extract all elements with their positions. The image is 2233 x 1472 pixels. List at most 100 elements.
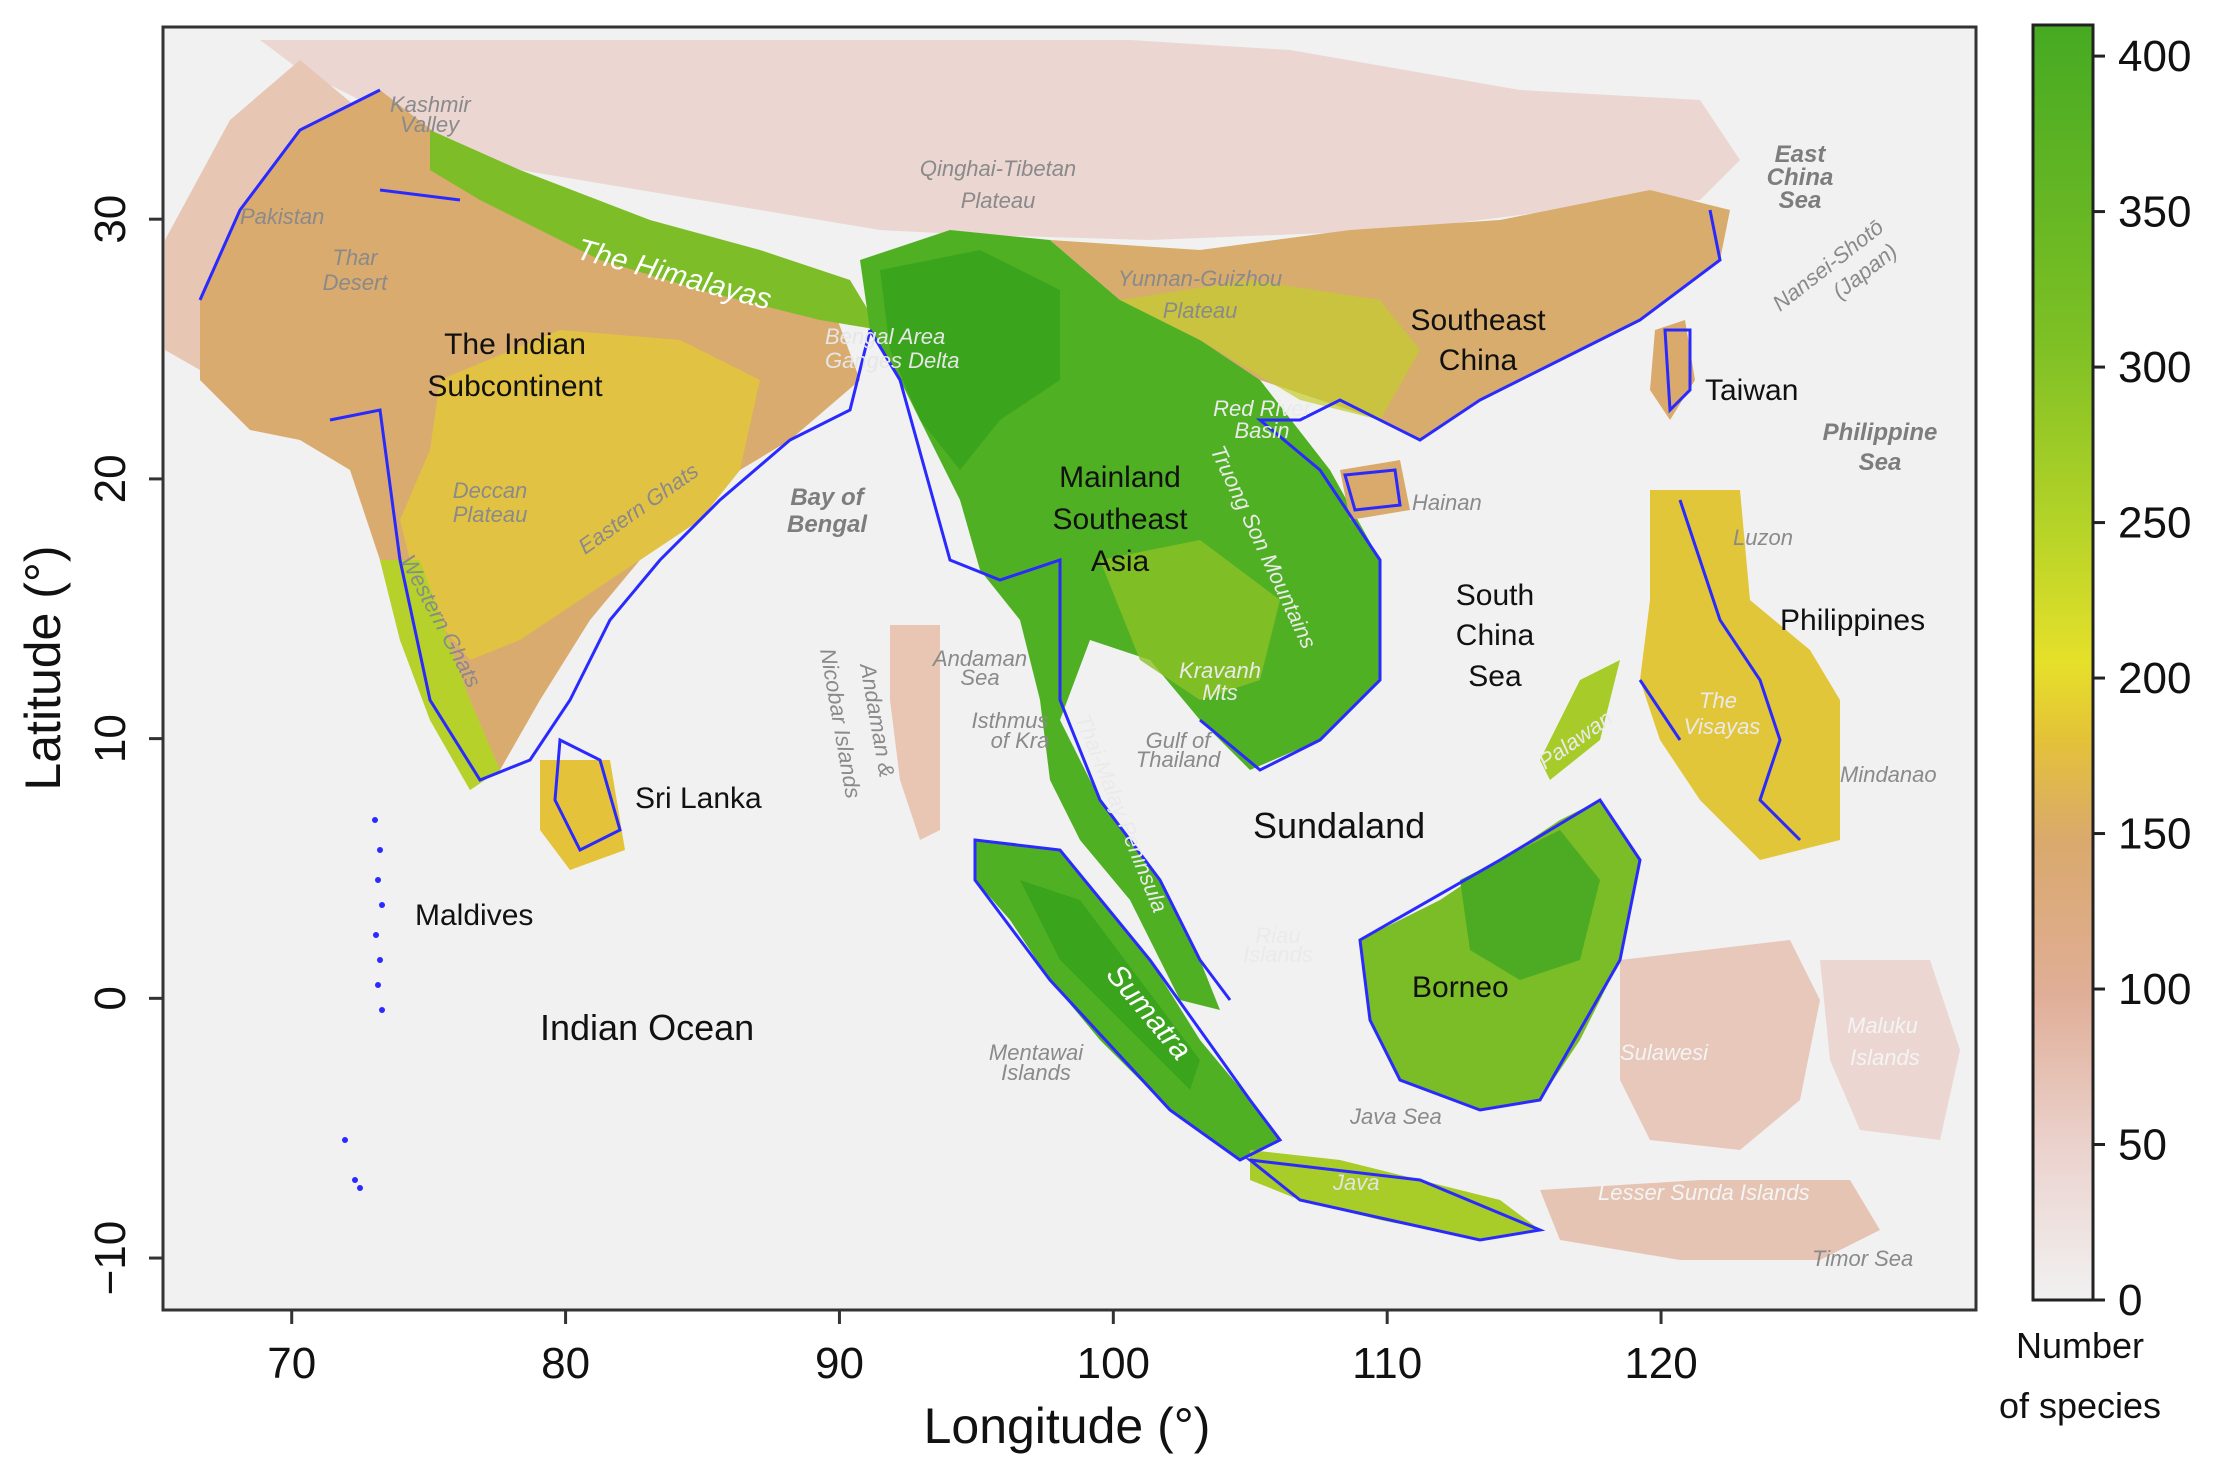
label-mainland-se-asia-2: Southeast [1052,503,1188,536]
china-yellow-belt [1120,280,1420,420]
coastline-java [1244,1157,1546,1242]
indochina-yellow-patches [1100,540,1280,700]
coastline-borneo [1358,797,1642,1112]
java-region [1250,1150,1540,1240]
geo-valley: Valley [400,112,461,137]
geo-timor-sea: Timor Sea [1812,1246,1913,1271]
geo-thar-1: Thar [332,245,379,270]
coastline-taiwan [1663,328,1692,414]
geo-gulf-1: Gulf of [1146,728,1214,753]
geo-gulf-2: Thailand [1136,747,1221,772]
geo-mindanao: Mindanao [1840,762,1937,787]
label-southeast-china-1: Southeast [1410,304,1546,337]
geo-mentawai-2: Islands [1001,1060,1071,1085]
philippines-region [1640,490,1840,860]
colorbar-title-line2: of species [1999,1385,2161,1426]
y-tick-label: 30 [86,195,135,244]
colorbar-tick-label: 300 [2118,343,2191,392]
geo-luzon: Luzon [1733,525,1793,550]
x-tick-label: 90 [815,1339,864,1388]
maluku-region [1820,960,1960,1140]
geo-red-river-1: Red River [1213,396,1312,421]
coastline-srilanka [553,737,622,853]
geo-red-river-2: Basin [1234,418,1289,443]
label-indian-subcontinent-1: The Indian [444,328,586,361]
geo-bay-of-bengal-2: Bengal [787,511,868,538]
colorbar-tick-label: 150 [2118,810,2191,859]
label-maldives: Maldives [415,899,533,932]
geo-visayas-1: The [1699,688,1737,713]
x-tick-label: 70 [267,1339,316,1388]
sumatra-dark-core [1020,880,1200,1090]
geo-east-china-sea-2: China [1767,164,1834,191]
y-axis-ticks: 30 20 10 0 −10 [86,195,163,1296]
borneo-dark-core [1460,830,1600,980]
label-south-china-sea-2: China [1456,619,1535,652]
geo-lesser-sunda: Lesser Sunda Islands [1598,1180,1810,1205]
tibetan-plateau-region [260,40,1740,240]
sri-lanka-region [540,760,625,870]
y-tick-label: −10 [86,1221,135,1296]
geo-isthmus-2: of Kra [991,728,1050,753]
geo-bay-of-bengal-1: Bay of [790,484,865,511]
sulawesi-region [1620,940,1820,1150]
map-layer [165,40,1960,1260]
label-taiwan: Taiwan [1705,374,1798,407]
colorbar-gradient [2031,23,2095,1302]
label-southeast-china-2: China [1439,344,1518,377]
geo-bengal-2: Ganges Delta [825,348,960,373]
x-axis-title: Longitude (°) [924,1398,1211,1454]
geo-java: Java [1332,1170,1379,1195]
colorbar-tick-label: 400 [2118,32,2191,81]
geo-andaman-sea-1: Andaman [931,646,1027,671]
geo-maluku-2: Islands [1850,1045,1920,1070]
geo-pakistan: Pakistan [240,204,324,229]
label-sundaland: Sundaland [1253,805,1425,846]
colorbar-title-line1: Number [2016,1325,2144,1366]
colorbar-tick-label: 350 [2118,188,2191,237]
geo-east-china-sea-3: Sea [1779,187,1822,214]
colorbar-tick-label: 0 [2118,1276,2142,1325]
geo-philippine-sea-2: Sea [1859,449,1902,476]
geo-riau-1: Riau [1255,923,1300,948]
x-axis-ticks: 70 80 90 100 110 120 [267,1310,1698,1388]
x-tick-label: 110 [1352,1339,1422,1388]
western-ghats-green [380,560,500,790]
geo-philippine-sea-1: Philippine [1823,419,1938,446]
colorbar-tick-label: 100 [2118,965,2191,1014]
maldives-islands [342,817,385,1191]
coastline-philippines [1638,499,1802,842]
label-borneo: Borneo [1412,971,1509,1004]
coastline-mainland [868,209,1722,1001]
geo-isthmus-1: Isthmus [971,708,1048,733]
mainland-dark-core [880,250,1060,470]
geo-thar-2: Desert [323,270,389,295]
colorbar-tick-label: 50 [2118,1121,2167,1170]
geo-east-china-sea-1: East [1775,141,1827,168]
y-tick-label: 20 [86,454,135,503]
x-tick-label: 120 [1624,1339,1697,1388]
geo-kravanh-1: Kravanh [1179,658,1261,683]
india-yellow-band [400,330,760,660]
coastline-sumatra [973,838,1283,1162]
geo-qinghai-1: Qinghai-Tibetan [920,156,1076,181]
palawan-region [1540,660,1620,780]
geo-kravanh-2: Mts [1202,680,1237,705]
geo-deccan-1: Deccan [453,478,528,503]
colorbar-ticks: 400 350 300 250 200 150 100 50 0 [2093,32,2191,1325]
y-axis-title: Latitude (°) [15,545,71,790]
geo-qinghai-2: Plateau [961,188,1036,213]
label-sri-lanka: Sri Lanka [635,782,762,815]
label-south-china-sea-1: South [1456,579,1534,612]
y-tick-label: 0 [86,986,135,1010]
label-hainan: Hainan [1412,490,1482,515]
label-indian-subcontinent-2: Subcontinent [427,370,603,403]
geo-visayas-2: Visayas [1684,714,1761,739]
geo-yunnan-1: Yunnan-Guizhou [1118,266,1282,291]
colorbar-tick-label: 250 [2118,499,2191,548]
label-mainland-se-asia-3: Asia [1091,545,1150,578]
lesser-sunda-region [1540,1180,1880,1260]
label-indian-ocean: Indian Ocean [540,1007,754,1048]
